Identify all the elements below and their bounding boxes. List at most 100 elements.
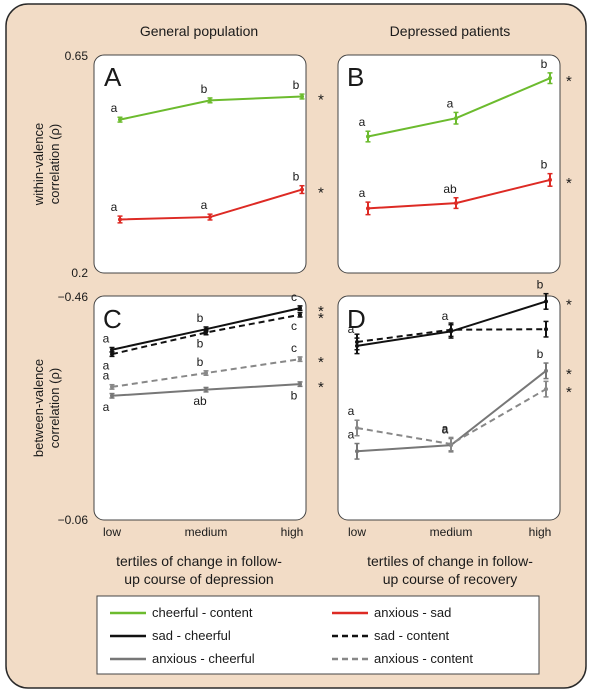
panel-c-data: abc*abc *abc*a ab b * [103, 290, 324, 414]
significance-letter: a [103, 400, 110, 414]
significance-letter: a [442, 423, 449, 437]
significance-letter: a [359, 186, 366, 200]
data-point [300, 187, 304, 192]
panel-a-data: a b b * a a b * [111, 78, 324, 224]
data-point [118, 217, 122, 222]
data-point [548, 177, 552, 182]
significance-star: * [566, 296, 572, 313]
data-point [454, 201, 458, 206]
significance-letter: a [348, 404, 355, 418]
significance-letter: a [442, 421, 449, 435]
significance-letter: b [293, 170, 300, 184]
y-tick-top-max: 0.65 [65, 49, 89, 63]
significance-letter: b [197, 311, 204, 325]
significance-letter: c [291, 290, 297, 304]
data-point [204, 330, 208, 335]
x-tick-left-medium: medium [185, 525, 228, 539]
legend-label: cheerful - content [152, 605, 253, 620]
data-point [298, 312, 302, 317]
significance-letter: b [537, 278, 544, 292]
significance-letter: a [447, 96, 454, 110]
data-point [298, 357, 302, 362]
panel-d-frame [337, 295, 561, 521]
significance-star: * [318, 92, 324, 109]
data-point [544, 327, 548, 332]
significance-letter: a [103, 332, 110, 346]
panel-b-data: aab*a abb* [359, 57, 572, 216]
data-point [110, 347, 114, 352]
data-point [454, 116, 458, 121]
significance-letter: b [197, 337, 204, 351]
panel-b-letter: B [347, 62, 364, 92]
data-point [355, 449, 359, 454]
legend-box [96, 595, 540, 675]
data-point [449, 442, 453, 447]
data-point [298, 382, 302, 387]
panel-c-frame [93, 295, 307, 521]
significance-letter: c [291, 341, 297, 355]
significance-letter: ab [443, 182, 457, 196]
data-point [544, 387, 548, 392]
significance-letter: b [537, 347, 544, 361]
significance-letter: c [291, 319, 297, 333]
significance-letter: b [197, 355, 204, 369]
legend-label: sad - cheerful [152, 628, 231, 643]
panel-a-letter: A [104, 62, 122, 92]
significance-star: * [318, 354, 324, 371]
x-tick-left-low: low [103, 525, 121, 539]
x-tick-right-low: low [348, 525, 366, 539]
legend-label: anxious - sad [374, 605, 451, 620]
panel-d-data: aab*a ab*aa* [348, 278, 572, 460]
data-point [355, 425, 359, 430]
significance-star: * [566, 175, 572, 192]
data-point [118, 117, 122, 122]
data-point [298, 306, 302, 311]
data-point [110, 384, 114, 389]
y-axis-title-bottom-1: between-valence [31, 359, 46, 457]
significance-letter: a [348, 322, 355, 336]
significance-letter: a [103, 358, 110, 372]
x-tick-left-high: high [281, 525, 304, 539]
panel-b-frame [337, 54, 561, 274]
plot-layer: ab b*a ab*aab*a abb*abc*abc *abc*a ab b *aab*a a… [103, 57, 572, 460]
significance-star: * [318, 379, 324, 396]
significance-letter: a [348, 428, 355, 442]
significance-letter: b [201, 82, 208, 96]
data-point [449, 327, 453, 332]
data-point [110, 352, 114, 357]
significance-letter: b [541, 57, 548, 71]
data-point [366, 134, 370, 139]
panel-d-letter: D [347, 304, 366, 334]
y-tick-top-min: 0.2 [71, 266, 88, 280]
significance-letter: b [293, 78, 300, 92]
series-line-sad-content [111, 313, 301, 356]
x-tick-right-medium: medium [430, 525, 473, 539]
significance-star: * [318, 310, 324, 327]
significance-star: * [566, 73, 572, 90]
significance-letter: b [541, 158, 548, 172]
legend-label: sad - content [374, 628, 450, 643]
legend-items: cheerful - content anxious - sad sad - che… [110, 605, 473, 666]
y-tick-bottom-min: −0.06 [58, 513, 89, 527]
legend-label: anxious - content [374, 651, 473, 666]
significance-star: * [318, 185, 324, 202]
y-tick-bottom-max: −0.46 [58, 290, 89, 304]
y-axis-title-top-1: within-valence [31, 123, 46, 206]
significance-letter: a [111, 101, 118, 115]
data-point [355, 339, 359, 344]
significance-letter: a [103, 369, 110, 383]
data-point [548, 76, 552, 81]
data-point [110, 393, 114, 398]
col-title-general: General population [140, 23, 258, 39]
x-axis-title-right-2: up course of recovery [383, 571, 518, 587]
significance-letter: a [359, 115, 366, 129]
data-point [208, 215, 212, 220]
significance-letter: a [111, 200, 118, 214]
x-axis-title-left-1: tertiles of change in follow- [116, 553, 282, 569]
significance-letter: ab [193, 394, 207, 408]
data-point [544, 299, 548, 304]
data-point [204, 387, 208, 392]
x-tick-right-high: high [529, 525, 552, 539]
col-title-depressed: Depressed patients [390, 23, 511, 39]
